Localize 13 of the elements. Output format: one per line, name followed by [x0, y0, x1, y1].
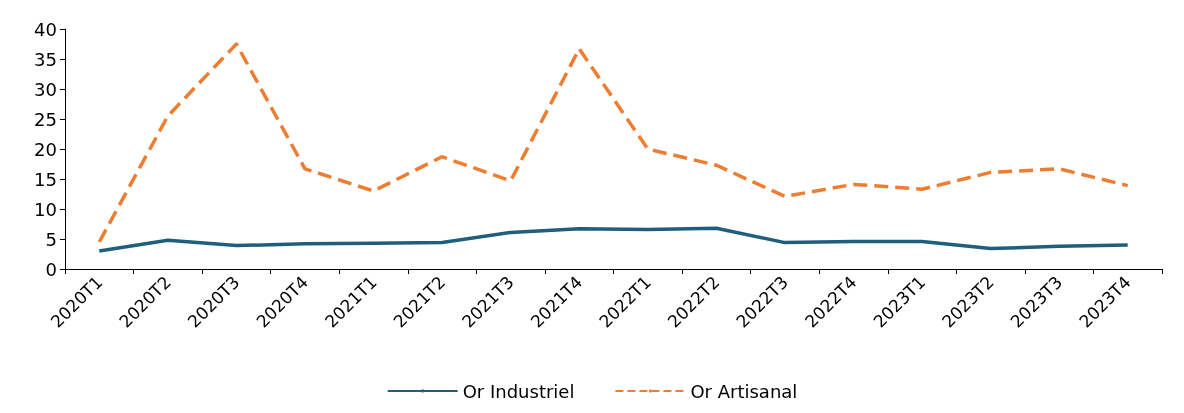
- y-tick-label: 25: [34, 108, 57, 130]
- legend-label: Or Artisanal: [690, 380, 798, 402]
- y-tick-label: 0: [45, 258, 57, 280]
- line-series: [97, 226, 1130, 253]
- y-tick-label: 10: [34, 198, 57, 220]
- y-tick-label: 5: [45, 228, 57, 250]
- y-tick-label: 35: [34, 48, 57, 70]
- y-tick-label: 40: [34, 18, 57, 40]
- line-series: [97, 42, 1130, 244]
- y-tick-label: 30: [34, 78, 57, 100]
- y-tick-label: 20: [34, 138, 57, 160]
- y-tick-label: 15: [34, 168, 57, 190]
- legend-label: Or Industriel: [462, 380, 575, 402]
